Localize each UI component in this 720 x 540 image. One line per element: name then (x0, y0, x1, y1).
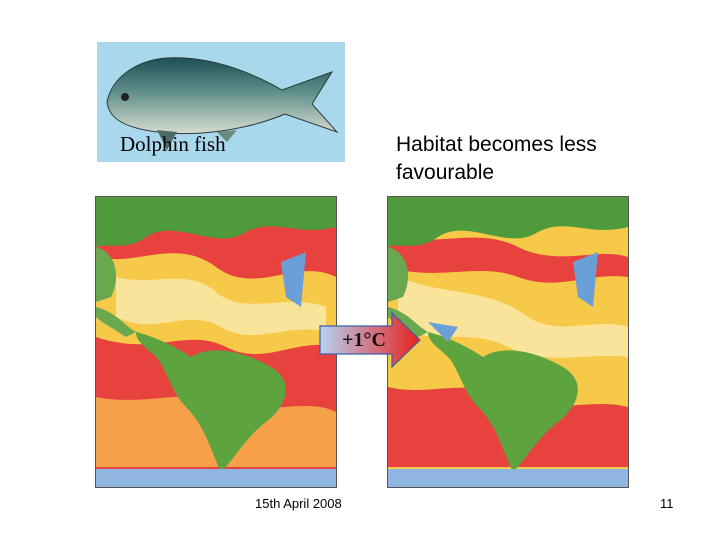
fish-drawing (106, 57, 339, 150)
arrow-label: +1°C (342, 329, 386, 351)
fish-photo (97, 42, 345, 162)
footer-date: 15th April 2008 (255, 496, 342, 511)
fish-label: Dolphin fish (120, 132, 226, 156)
habitat-map-current (95, 196, 337, 488)
page-number: 11 (660, 496, 674, 511)
caption: Habitat becomes less favourable (396, 133, 597, 184)
habitat-map-warmer (387, 196, 629, 488)
warming-arrow: +1°C (319, 312, 421, 368)
